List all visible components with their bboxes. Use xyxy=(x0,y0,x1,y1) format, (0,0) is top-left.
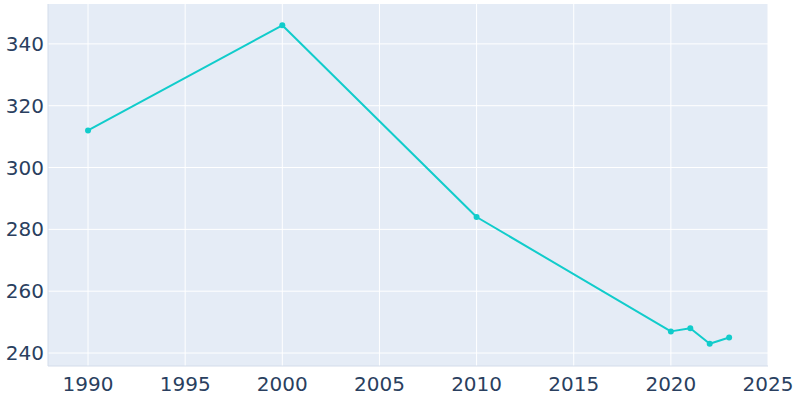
line xyxy=(88,25,729,343)
x-tick-label: 1990 xyxy=(63,372,114,396)
x-grid-line xyxy=(670,4,671,366)
y-tick-label: 340 xyxy=(6,32,44,56)
x-tick-label: 2010 xyxy=(451,372,502,396)
point xyxy=(726,335,732,341)
x-grid-line xyxy=(88,4,89,366)
chart: 1990 1995 2000 2005 2010 2015 2020 2025 240 260 28… xyxy=(0,0,800,400)
x-axis-line xyxy=(48,366,768,367)
x-tick-label: 2015 xyxy=(548,372,599,396)
x-grid-line xyxy=(282,4,283,366)
y-axis-line xyxy=(48,4,49,366)
y-tick-label: 300 xyxy=(6,156,44,180)
point xyxy=(474,214,480,220)
y-tick-label: 320 xyxy=(6,94,44,118)
y-tick-label: 260 xyxy=(6,279,44,303)
y-tick-label: 240 xyxy=(6,341,44,365)
y-grid-line xyxy=(48,353,768,354)
y-grid-line xyxy=(48,229,768,230)
point xyxy=(279,22,285,28)
x-tick-label: 1995 xyxy=(160,372,211,396)
plot-area xyxy=(48,4,768,366)
x-tick-label: 2025 xyxy=(743,372,794,396)
x-grid-line xyxy=(573,4,574,366)
series xyxy=(85,22,732,346)
x-grid-line xyxy=(476,4,477,366)
point xyxy=(707,341,713,347)
x-tick-label: 2020 xyxy=(645,372,696,396)
y-grid-line xyxy=(48,167,768,168)
y-tick-label: 280 xyxy=(6,217,44,241)
point xyxy=(687,325,693,331)
x-tick-label: 2005 xyxy=(354,372,405,396)
grid xyxy=(48,4,768,366)
x-grid-line xyxy=(768,4,769,366)
y-grid-line xyxy=(48,291,768,292)
point xyxy=(668,328,674,334)
x-tick-label: 2000 xyxy=(257,372,308,396)
y-grid-line xyxy=(48,43,768,44)
point xyxy=(85,127,91,133)
y-grid-line xyxy=(48,105,768,106)
x-grid-line xyxy=(185,4,186,366)
x-grid-line xyxy=(379,4,380,366)
